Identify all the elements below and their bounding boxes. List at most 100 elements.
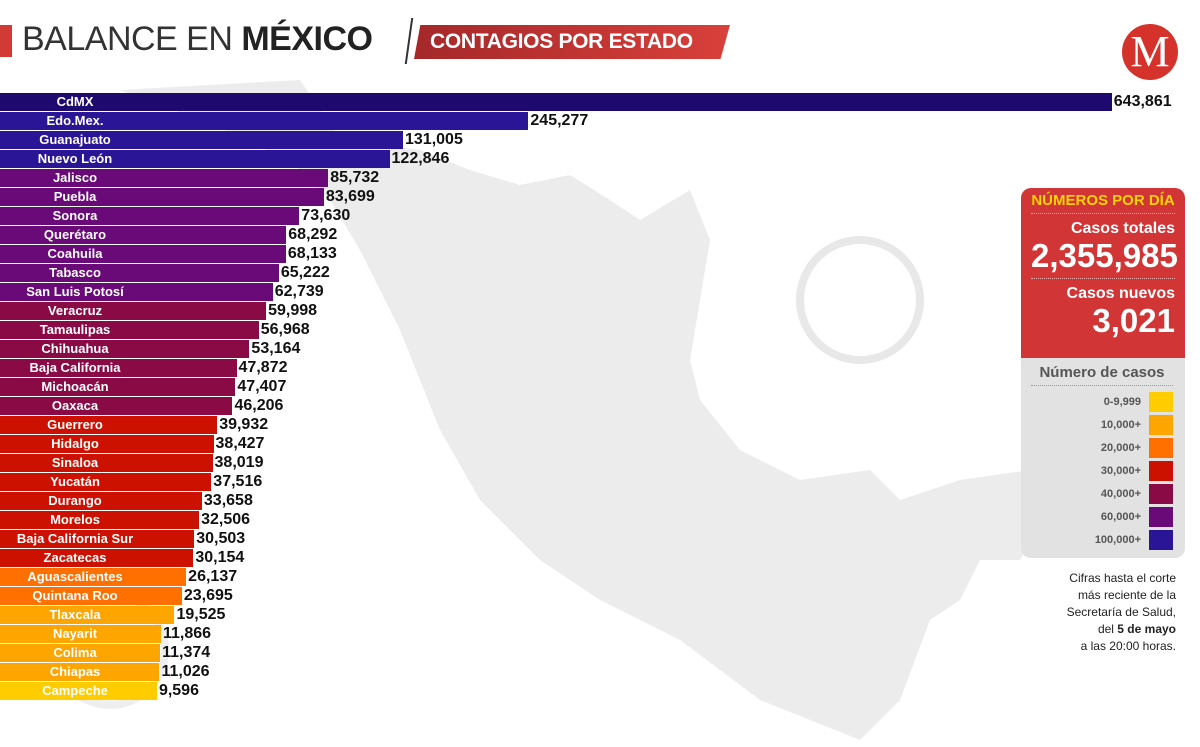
source-note: Cifras hasta el corte más reciente de la… <box>1067 570 1176 655</box>
bar-value: 65,222 <box>280 264 330 281</box>
note-line: más reciente de la <box>1077 588 1176 602</box>
bar-label: Jalisco <box>52 170 98 185</box>
bar <box>0 530 195 548</box>
legend-swatch <box>1149 529 1173 550</box>
bar-value: 68,133 <box>287 245 337 262</box>
bar-value: 38,019 <box>214 454 264 471</box>
legend-swatch <box>1149 460 1173 481</box>
bar <box>0 606 175 624</box>
bar <box>0 264 279 282</box>
bar <box>0 454 213 472</box>
bar-label: Guerrero <box>47 417 103 432</box>
note-date: 5 de mayo <box>1117 622 1176 636</box>
bar <box>0 435 214 453</box>
bar <box>0 112 529 130</box>
legend-label: 40,000+ <box>1100 487 1141 500</box>
bar-value: 26,137 <box>188 568 238 585</box>
legend-label: 20,000+ <box>1100 441 1141 454</box>
daily-panel: NÚMEROS POR DÍA Casos totales 2,355,985 … <box>1021 188 1185 558</box>
bar <box>0 492 202 510</box>
bar <box>0 340 250 358</box>
bar <box>0 150 390 168</box>
legend-label: 30,000+ <box>1100 464 1141 477</box>
bar-label: Puebla <box>53 189 97 204</box>
title-bold: MÉXICO <box>241 20 373 58</box>
bar-label: Colima <box>53 645 97 660</box>
bar-label: Veracruz <box>47 303 103 318</box>
bar-value: 39,932 <box>219 416 269 433</box>
bar-label: Chihuahua <box>41 341 109 356</box>
bar <box>0 188 324 206</box>
note-line: del 5 de mayo <box>1067 621 1176 638</box>
new-label: Casos nuevos <box>1066 285 1175 302</box>
bar-label: Durango <box>48 493 102 508</box>
note-line: Secretaría de Salud, <box>1066 605 1176 619</box>
legend-swatch <box>1149 414 1173 435</box>
mexico-silhouette <box>120 80 1060 740</box>
bar <box>0 473 212 491</box>
bar <box>0 625 161 643</box>
bar <box>0 93 1112 111</box>
bar <box>0 587 182 605</box>
legend-swatch <box>1149 437 1173 458</box>
bar <box>0 321 259 339</box>
legend-item: 20,000+ <box>1031 436 1173 459</box>
bar <box>0 397 233 415</box>
title-light: BALANCE EN <box>22 20 233 58</box>
bar-value: 83,699 <box>325 188 375 205</box>
bar-value: 131,005 <box>405 131 463 148</box>
legend-item: 0-9,999 <box>1031 390 1173 413</box>
bar-label: Campeche <box>42 683 108 698</box>
bar-value: 56,968 <box>260 321 310 338</box>
bar-value: 245,277 <box>530 112 589 129</box>
bar <box>0 207 300 225</box>
bar-value: 59,998 <box>268 302 318 319</box>
bar-label: Tabasco <box>49 265 101 280</box>
bar-value: 19,525 <box>176 606 226 623</box>
legend-swatch <box>1149 506 1173 527</box>
note-line: a las 20:00 horas. <box>1080 639 1176 653</box>
bar <box>0 378 236 396</box>
bar-value: 30,154 <box>195 549 245 566</box>
daily-numbers: NÚMEROS POR DÍA Casos totales 2,355,985 … <box>1021 188 1185 358</box>
bar <box>0 226 287 244</box>
header-accent <box>0 25 12 57</box>
bar <box>0 283 273 301</box>
bar-label: Hidalgo <box>51 436 99 451</box>
bar-label: Baja California <box>29 360 121 375</box>
bar-value: 122,846 <box>391 150 450 167</box>
bar-label: Sonora <box>52 208 98 223</box>
bar-value: 53,164 <box>251 340 301 357</box>
bar-label: Quintana Roo <box>32 588 118 603</box>
bar-value: 23,695 <box>183 587 233 604</box>
milenio-logo: M <box>1122 24 1178 80</box>
bar <box>0 644 161 662</box>
bar-value: 32,506 <box>201 511 251 528</box>
page-title: BALANCE EN MÉXICO <box>22 20 373 59</box>
bar-label: San Luis Potosí <box>26 284 124 299</box>
legend-label: 60,000+ <box>1100 510 1141 523</box>
legend-item: 30,000+ <box>1031 459 1173 482</box>
bar <box>0 169 329 187</box>
legend-label: 0-9,999 <box>1103 395 1141 408</box>
bar-label: Querétaro <box>43 227 107 242</box>
bar <box>0 416 218 434</box>
bar-label: Tamaulipas <box>39 322 111 337</box>
bar <box>0 302 267 320</box>
bar-value: 47,872 <box>238 359 288 376</box>
bar-label: Oaxaca <box>51 398 99 413</box>
bar-value: 643,861 <box>1113 93 1172 110</box>
bar-label: Baja California Sur <box>16 531 134 546</box>
bar-label: Coahuila <box>47 246 103 261</box>
bar-value: 73,630 <box>301 207 351 224</box>
bar-label: Chiapas <box>49 664 101 679</box>
bar-value: 85,732 <box>330 169 380 186</box>
note-text: del <box>1097 622 1118 636</box>
bar <box>0 663 160 681</box>
bar-value: 47,407 <box>237 378 287 395</box>
new-value: 3,021 <box>1092 302 1175 339</box>
total-value: 2,355,985 <box>1031 238 1178 279</box>
bar-label: Michoacán <box>41 379 109 394</box>
bar-value: 9,596 <box>158 682 199 699</box>
